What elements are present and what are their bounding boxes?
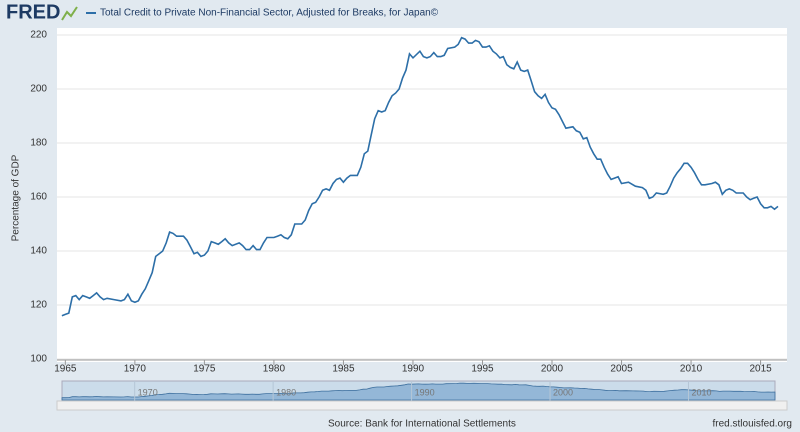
x-tick-label: 2015	[749, 364, 772, 375]
logo: FRED	[6, 1, 60, 23]
plot-area	[57, 28, 787, 362]
y-tick-label: 140	[30, 246, 47, 257]
logo-icon	[61, 6, 78, 21]
legend-label: Total Credit to Private Non-Financial Se…	[100, 8, 439, 19]
y-tick-label: 100	[30, 354, 47, 365]
y-tick-label: 200	[30, 84, 47, 95]
source: Source: Bank for International Settlemen…	[328, 419, 516, 430]
x-tick-label: 2000	[541, 364, 564, 375]
y-tick-label: 120	[30, 300, 47, 311]
x-tick-label: 1995	[471, 364, 494, 375]
x-tick-label: 1985	[332, 364, 355, 375]
y-tick-label: 220	[30, 30, 47, 41]
y-axis-label: Percentage of GDP	[11, 154, 22, 241]
x-tick-label: 1990	[402, 364, 425, 375]
x-tick-label: 1975	[193, 364, 216, 375]
x-tick-label: 1970	[124, 364, 147, 375]
y-tick-label: 160	[30, 192, 47, 203]
navigator-tick-label: 2000	[553, 387, 573, 397]
site: fred.stlouisfed.org	[713, 419, 793, 430]
series-line	[61, 36, 779, 317]
navigator-tick-label: 2010	[691, 387, 711, 397]
navigator-tick-label: 1980	[276, 387, 296, 397]
navigator-series	[61, 382, 776, 401]
navigator-tick-label: 1990	[415, 387, 435, 397]
x-tick-label: 2010	[680, 364, 703, 375]
navigator-tick-label: 1970	[138, 387, 158, 397]
scrollbar[interactable]	[56, 400, 788, 411]
y-tick-label: 180	[30, 138, 47, 149]
x-tick-label: 1965	[54, 364, 77, 375]
x-tick-label: 1980	[263, 364, 286, 375]
x-tick-label: 2005	[610, 364, 633, 375]
